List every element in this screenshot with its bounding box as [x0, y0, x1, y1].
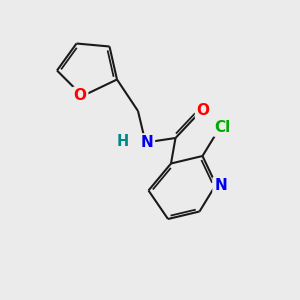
Text: N: N — [141, 135, 153, 150]
Text: O: O — [196, 103, 210, 118]
Text: N: N — [214, 178, 227, 194]
Text: H: H — [117, 134, 129, 148]
Text: O: O — [74, 88, 87, 104]
Text: Cl: Cl — [214, 120, 231, 135]
